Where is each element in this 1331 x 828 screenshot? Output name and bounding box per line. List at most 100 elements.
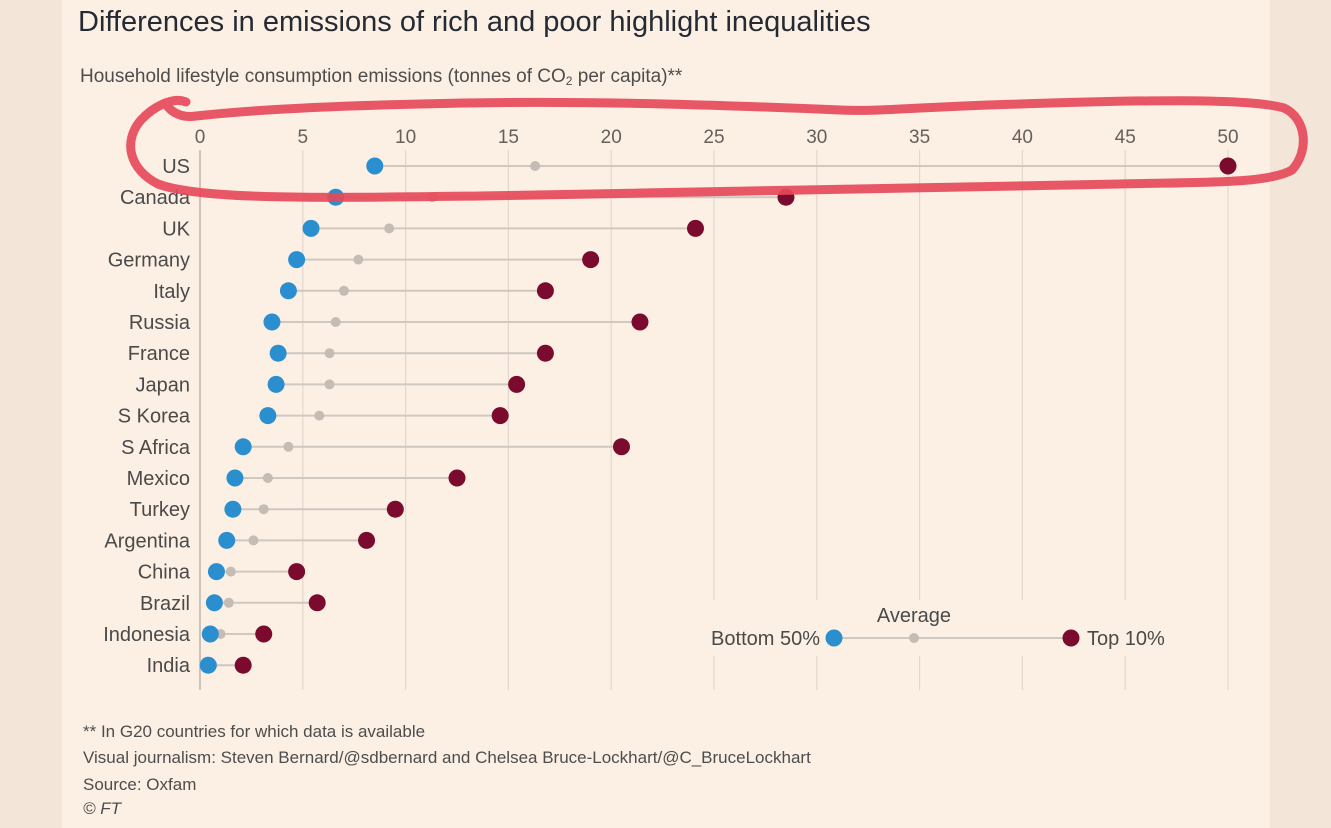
average-dot: [314, 410, 325, 421]
top10-dot: [448, 469, 466, 487]
x-tick-label: 10: [395, 127, 416, 148]
bottom50-dot: [224, 500, 242, 518]
subtitle-subscript: 2: [565, 74, 573, 88]
x-tick-label: 50: [1217, 127, 1238, 148]
data-row: Italy: [153, 281, 554, 303]
source-line: Source: Oxfam: [83, 775, 197, 794]
data-row: France: [128, 343, 554, 365]
country-label: Turkey: [130, 499, 190, 521]
top10-dot: [536, 282, 554, 300]
data-row: Russia: [129, 312, 649, 334]
bottom50-dot: [366, 157, 384, 175]
bottom50-dot: [263, 313, 281, 331]
bottom50-dot: [269, 344, 287, 362]
country-label: Indonesia: [103, 624, 191, 646]
data-row: China: [138, 562, 306, 584]
average-dot: [258, 504, 269, 515]
data-row: Indonesia: [103, 624, 273, 646]
bottom50-dot: [302, 219, 320, 237]
country-label: S Africa: [121, 437, 191, 459]
data-row: US: [162, 156, 1237, 178]
average-dot: [225, 566, 236, 577]
x-tick-label: 30: [806, 127, 827, 148]
x-tick-label: 45: [1115, 127, 1136, 148]
legend-bottom50-dot: [825, 629, 843, 647]
chart-subtitle: Household lifestyle consumption emission…: [80, 66, 682, 88]
legend-box: [690, 600, 1192, 656]
bottom50-dot: [205, 594, 223, 612]
average-dot: [353, 254, 364, 265]
country-label: US: [162, 156, 190, 178]
country-label: S Korea: [118, 406, 191, 428]
country-label: Italy: [153, 281, 190, 303]
bottom50-dot: [218, 531, 236, 549]
x-axis-ticks: 0 5 10 15 20 25 30 35 40 45 50: [195, 127, 1239, 148]
subtitle-text: Household lifestyle consumption emission…: [80, 66, 566, 87]
average-dot: [283, 441, 294, 452]
country-label: China: [138, 562, 191, 584]
country-label: Mexico: [127, 468, 190, 490]
bottom50-dot: [279, 282, 297, 300]
x-tick-label: 40: [1012, 127, 1033, 148]
bottom50-dot: [201, 625, 219, 643]
bottom50-dot: [207, 563, 225, 581]
average-dot: [248, 535, 259, 546]
bottom50-dot: [226, 469, 244, 487]
x-tick-label: 0: [195, 127, 206, 148]
average-dot: [324, 348, 335, 359]
average-dot: [384, 223, 395, 234]
top10-dot: [612, 438, 630, 456]
average-dot: [530, 161, 541, 171]
legend: Bottom 50% Average Top 10%: [690, 600, 1192, 656]
top10-dot: [386, 500, 404, 518]
legend-label-average: Average: [877, 605, 951, 627]
legend-top10-dot: [1062, 629, 1080, 647]
top10-dot: [508, 375, 526, 393]
credit-line: Visual journalism: Steven Bernard/@sdber…: [83, 748, 811, 767]
country-label: UK: [162, 218, 190, 240]
data-row: Argentina: [104, 530, 376, 552]
average-dot: [324, 379, 335, 390]
top10-dot: [288, 563, 306, 581]
subtitle-suffix: per capita)**: [572, 66, 683, 87]
legend-average-dot: [909, 633, 919, 643]
annotation-loop: [126, 96, 1308, 202]
top10-dot: [582, 251, 600, 269]
top10-dot: [631, 313, 649, 331]
data-row: S Africa: [121, 437, 630, 459]
data-row: Germany: [108, 250, 600, 272]
chart-title: Differences in emissions of rich and poo…: [78, 6, 871, 38]
data-row: India: [147, 655, 252, 677]
data-row: Mexico: [127, 468, 466, 490]
x-tick-label: 15: [498, 127, 519, 148]
data-row: Brazil: [140, 593, 326, 615]
legend-label-bottom50: Bottom 50%: [711, 628, 820, 650]
country-label: Japan: [136, 374, 191, 396]
x-tick-label: 35: [909, 127, 930, 148]
top10-dot: [536, 344, 554, 362]
legend-label-top10: Top 10%: [1087, 628, 1165, 650]
country-label: India: [147, 655, 191, 677]
data-rows: USCanadaUKGermanyItalyRussiaFranceJapanS…: [103, 156, 1237, 677]
bottom50-dot: [267, 375, 285, 393]
top10-dot: [234, 656, 252, 674]
data-row: Japan: [136, 374, 526, 396]
data-row: Turkey: [130, 499, 404, 521]
country-label: Germany: [108, 250, 190, 272]
top10-dot: [686, 219, 704, 237]
x-tick-label: 5: [298, 127, 309, 148]
average-dot: [223, 597, 234, 608]
copyright-line: © FT: [83, 799, 122, 818]
footnote: ** In G20 countries for which data is av…: [83, 722, 426, 741]
x-tick-label: 25: [703, 127, 724, 148]
top10-dot: [255, 625, 273, 643]
country-label: France: [128, 343, 190, 365]
country-label: Brazil: [140, 593, 190, 615]
top10-dot: [1219, 157, 1237, 175]
bottom50-dot: [234, 438, 252, 456]
top10-dot: [308, 594, 326, 612]
country-label: Russia: [129, 312, 191, 334]
bottom50-dot: [259, 407, 277, 425]
x-tick-label: 20: [601, 127, 622, 148]
